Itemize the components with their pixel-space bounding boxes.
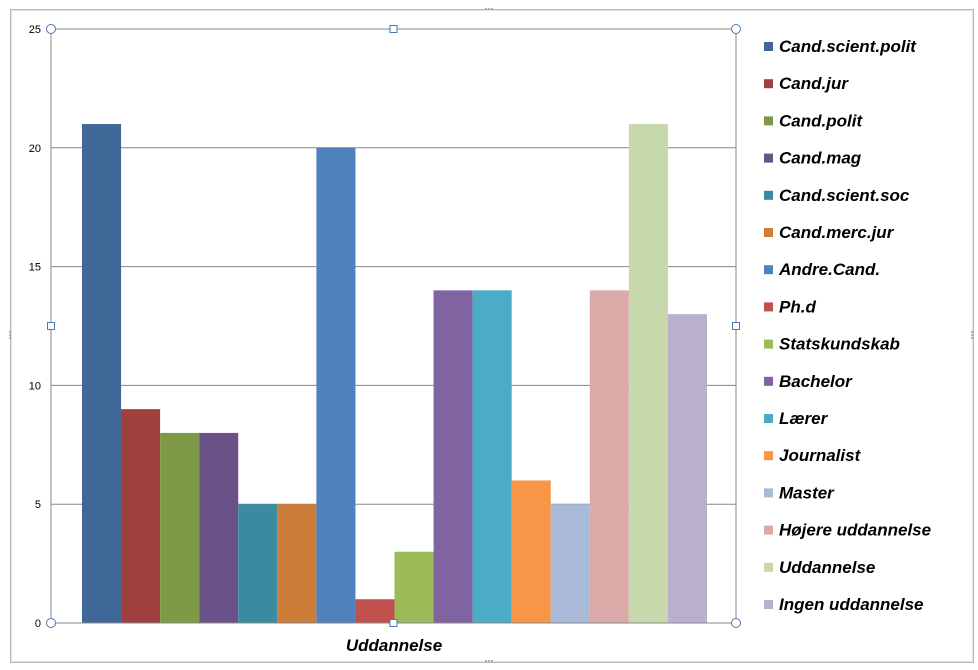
frame-grip-dot[interactable]	[9, 331, 11, 333]
legend-label: Højere uddannelse	[779, 521, 931, 540]
legend-swatch	[764, 376, 773, 386]
corner-resize-handle[interactable]	[46, 24, 56, 34]
legend-swatch	[764, 190, 773, 200]
y-tick-label: 25	[29, 24, 41, 36]
legend: Cand.scient.polit Cand.jur Cand.polit Cand.…	[764, 37, 931, 614]
y-tick-label: 15	[29, 262, 41, 274]
legend-swatch	[764, 42, 773, 51]
legend-label: Andre.Cand.	[778, 260, 880, 279]
legend-swatch	[764, 562, 773, 572]
bar[interactable]	[433, 290, 473, 623]
legend-label: Ingen uddannelse	[779, 595, 924, 614]
frame-grip-dot[interactable]	[971, 334, 973, 336]
bar[interactable]	[667, 314, 707, 623]
legend-swatch	[764, 116, 773, 126]
frame-grip-dot[interactable]	[485, 8, 487, 10]
legend-label: Cand.mag	[779, 149, 862, 168]
legend-label: Cand.polit	[779, 111, 863, 130]
legend-swatch	[764, 228, 773, 237]
bar[interactable]	[82, 124, 122, 623]
frame-grip-dot[interactable]	[485, 660, 487, 662]
legend-swatch	[764, 414, 773, 423]
legend-swatch	[764, 451, 773, 461]
bars	[82, 124, 707, 624]
bar[interactable]	[394, 551, 434, 623]
frame-grip-dot[interactable]	[9, 334, 11, 336]
bar[interactable]	[550, 504, 590, 623]
legend-label: Statskundskab	[779, 335, 900, 354]
frame-grip-dot[interactable]	[491, 660, 493, 662]
legend-label: Bachelor	[779, 372, 853, 391]
legend-swatch	[764, 600, 773, 609]
y-tick-label: 0	[35, 618, 41, 630]
bar[interactable]	[160, 432, 200, 623]
legend-swatch	[764, 265, 773, 275]
legend-label: Cand.merc.jur	[779, 223, 895, 242]
legend-label: Uddannelse	[779, 558, 875, 577]
bar[interactable]	[316, 147, 356, 624]
bar[interactable]	[589, 290, 629, 623]
y-tick-label: 20	[29, 143, 41, 155]
frame-grip-dot[interactable]	[971, 337, 973, 339]
legend-swatch	[764, 488, 773, 498]
legend-label: Journalist	[779, 446, 862, 465]
bar[interactable]	[277, 504, 317, 623]
legend-swatch	[764, 525, 773, 535]
legend-swatch	[764, 79, 773, 89]
edge-resize-handle[interactable]	[732, 322, 740, 330]
frame-grip-dot[interactable]	[488, 660, 490, 662]
bar[interactable]	[121, 409, 161, 623]
y-tick-label: 10	[29, 380, 41, 392]
bar[interactable]	[238, 504, 278, 623]
corner-resize-handle[interactable]	[731, 618, 741, 628]
y-tick-label: 5	[35, 499, 41, 511]
bar[interactable]	[511, 480, 551, 623]
legend-label: Cand.jur	[779, 74, 849, 93]
frame-grip-dot[interactable]	[488, 8, 490, 10]
legend-swatch	[764, 339, 773, 349]
edge-resize-handle[interactable]	[389, 619, 398, 627]
legend-label: Ph.d	[779, 297, 816, 316]
bar[interactable]	[355, 599, 395, 623]
edge-resize-handle[interactable]	[47, 322, 55, 330]
legend-label: Lærer	[779, 409, 829, 428]
corner-resize-handle[interactable]	[731, 24, 741, 34]
bar[interactable]	[199, 432, 239, 623]
legend-label: Master	[779, 483, 835, 502]
bar[interactable]	[628, 124, 668, 623]
edge-resize-handle[interactable]	[389, 25, 398, 33]
frame-grip-dot[interactable]	[9, 337, 11, 339]
bar[interactable]	[472, 290, 512, 623]
legend-label: Cand.scient.polit	[779, 37, 917, 56]
legend-label: Cand.scient.soc	[779, 186, 910, 205]
legend-swatch	[764, 302, 773, 312]
selection-handles[interactable]	[9, 8, 973, 662]
frame-grip-dot[interactable]	[491, 8, 493, 10]
x-axis-title: Uddannelse	[346, 636, 442, 655]
frame-grip-dot[interactable]	[971, 331, 973, 333]
corner-resize-handle[interactable]	[46, 618, 56, 628]
legend-swatch	[764, 153, 773, 163]
